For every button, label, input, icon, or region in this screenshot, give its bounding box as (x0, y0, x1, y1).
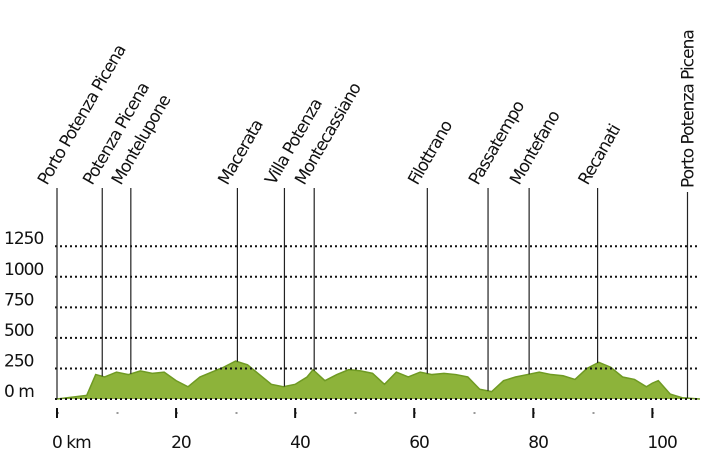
x-tick-label: 0 km (52, 433, 91, 453)
x-tick-label: 40 (290, 433, 310, 453)
x-tick-label: 100 (647, 433, 677, 453)
waypoint-label: Recanati (575, 121, 625, 188)
waypoint-label: Porto Potenza Picena (678, 30, 698, 188)
y-tick-label: 1250 (4, 229, 43, 249)
y-tick-label: 500 (4, 321, 34, 341)
x-tick-label: 80 (528, 433, 548, 453)
elevation-area (57, 361, 700, 399)
x-tick-label: 20 (171, 433, 191, 453)
waypoint-label: Macerata (214, 117, 267, 189)
y-tick-label: 750 (4, 290, 34, 310)
elevation-line (56, 360, 701, 400)
y-tick-label: 0 m (4, 382, 34, 402)
waypoint-label: Filottrano (404, 117, 457, 188)
x-tick-label: 60 (409, 433, 429, 453)
y-tick-label: 250 (4, 351, 34, 371)
y-tick-label: 1000 (4, 260, 43, 280)
